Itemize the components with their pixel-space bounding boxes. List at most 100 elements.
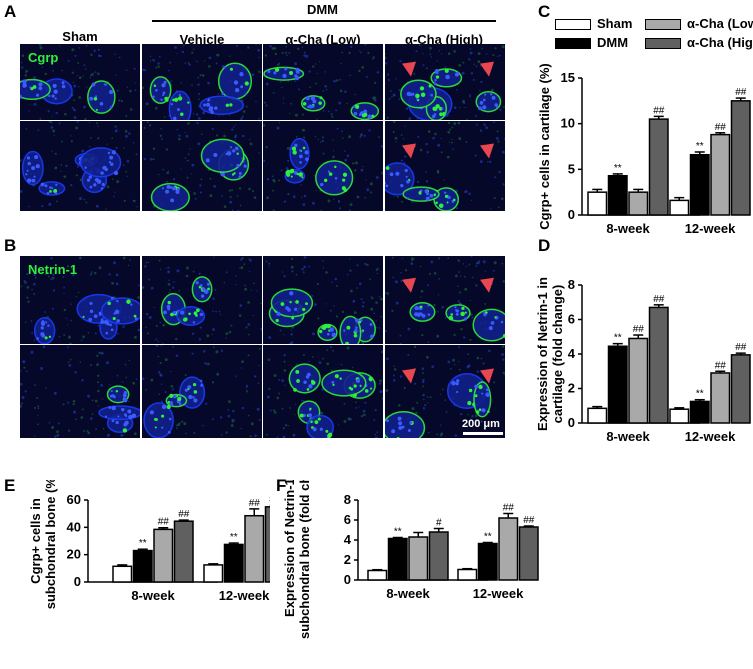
bar bbox=[669, 408, 690, 424]
y-axis-title-line: subchondral bone (fold change) bbox=[297, 480, 312, 639]
bar bbox=[477, 542, 498, 581]
header-sham: Sham bbox=[62, 29, 98, 44]
micrograph-image bbox=[385, 44, 505, 120]
significance-label: ## bbox=[178, 509, 190, 520]
y-tick-label: 2 bbox=[344, 552, 351, 567]
y-tick-label: 0 bbox=[74, 574, 81, 589]
bar bbox=[132, 549, 153, 583]
micrograph-image bbox=[263, 44, 383, 120]
y-tick-label: 0 bbox=[344, 572, 351, 587]
scale-bar-label: 200 μm bbox=[462, 418, 500, 430]
bar bbox=[457, 568, 478, 581]
significance-label: ## bbox=[503, 503, 515, 514]
y-tick-label: 8 bbox=[568, 277, 575, 292]
significance-label: ** bbox=[614, 163, 622, 174]
bar bbox=[498, 517, 519, 581]
chart-e: 0 20 40 60 Cgrp+ cells in subchondral bone (%… bbox=[28, 480, 270, 609]
significance-label: ## bbox=[523, 515, 535, 526]
panel-letter-f: F bbox=[276, 476, 287, 495]
red-arrow-icon bbox=[402, 61, 416, 77]
bar bbox=[264, 506, 270, 583]
bar bbox=[244, 514, 265, 583]
red-arrow-icon bbox=[480, 61, 494, 77]
significance-label: ## bbox=[249, 498, 261, 509]
y-tick-label: 60 bbox=[67, 492, 81, 507]
significance-label: ## bbox=[633, 324, 645, 335]
micrograph-image bbox=[142, 44, 262, 120]
header-low: α-Cha (Low) bbox=[285, 32, 361, 47]
y-tick-label: 10 bbox=[561, 116, 575, 131]
significance-label: ## bbox=[715, 360, 727, 371]
y-axis-title-line: subchondral bone (%) bbox=[43, 480, 58, 609]
significance-label: ** bbox=[696, 389, 704, 400]
panel-letter-d: D bbox=[538, 236, 551, 255]
micrograph-image bbox=[142, 345, 262, 438]
header-dmm-line bbox=[152, 20, 496, 22]
legend: Sham DMM α-Cha (Low) α-Cha (High) bbox=[555, 16, 753, 58]
row-label-b-8week: 8-week bbox=[5, 285, 21, 330]
chart-f: 0 2 4 6 8 Expression of Netrin-1 in subchondra… bbox=[282, 480, 539, 639]
micrograph-image bbox=[20, 256, 140, 344]
bar bbox=[730, 100, 751, 216]
significance-label: ** bbox=[394, 527, 402, 538]
panel-letter-a: A bbox=[4, 2, 17, 21]
legend-swatch-low bbox=[645, 19, 681, 30]
micrograph-image bbox=[385, 121, 505, 211]
x-category-label: 12-week bbox=[685, 221, 736, 236]
y-tick-label: 6 bbox=[568, 312, 575, 327]
bar bbox=[112, 565, 133, 583]
chart-c: 0 5 10 15 Cgrp+ cells in cartilage (%) ** ## 8-… bbox=[537, 63, 751, 236]
panel-letter-c: C bbox=[538, 2, 551, 21]
legend-label-high: α-Cha (High) bbox=[687, 35, 753, 50]
bar bbox=[153, 528, 174, 583]
micrograph-image bbox=[263, 256, 383, 344]
significance-label: ## bbox=[158, 517, 170, 528]
y-tick-label: 0 bbox=[568, 207, 575, 222]
micrograph-image bbox=[20, 121, 140, 211]
bar bbox=[669, 199, 690, 216]
bar bbox=[710, 133, 731, 216]
significance-label: ** bbox=[484, 532, 492, 543]
significance-label: ## bbox=[653, 294, 665, 305]
significance-label: ## bbox=[653, 105, 665, 116]
scale-bar bbox=[463, 432, 503, 435]
red-arrow-icon bbox=[480, 143, 494, 159]
red-arrow-icon bbox=[480, 368, 494, 384]
y-axis-title-line: Expression of Netrin-1 in bbox=[282, 480, 297, 617]
y-axis-title-line: Cgrp+ cells in bbox=[28, 498, 43, 584]
y-axis-title: Expression of Netrin-1 in subchondral bon… bbox=[282, 480, 312, 639]
significance-label: # bbox=[436, 518, 442, 529]
panel-letter-b: B bbox=[4, 236, 17, 255]
y-tick-label: 20 bbox=[67, 547, 81, 562]
micrograph-image bbox=[142, 121, 262, 211]
bar bbox=[587, 407, 608, 424]
row-label-a-8week: 8-week bbox=[5, 77, 21, 122]
x-category-label: 8-week bbox=[606, 221, 650, 236]
stain-label-netrin: Netrin-1 bbox=[28, 262, 78, 277]
micrograph-image bbox=[142, 256, 262, 344]
significance-label: ** bbox=[696, 141, 704, 152]
row-label-a-12week: 12-week bbox=[5, 154, 21, 205]
stain-label-cgrp: Cgrp bbox=[28, 50, 59, 65]
x-category-label: 12-week bbox=[685, 429, 736, 444]
y-tick-label: 6 bbox=[344, 512, 351, 527]
micrograph-image bbox=[263, 345, 383, 438]
header-dmm: DMM bbox=[306, 2, 339, 17]
legend-label-low: α-Cha (Low) bbox=[687, 16, 753, 31]
bar bbox=[587, 191, 608, 216]
bar bbox=[730, 354, 751, 424]
bar bbox=[710, 372, 731, 424]
legend-swatch-high bbox=[645, 38, 681, 49]
significance-label: ## bbox=[269, 494, 270, 505]
row-label-b-12week: 12-week bbox=[5, 363, 21, 414]
micrograph-image bbox=[20, 345, 140, 438]
bar bbox=[628, 337, 649, 424]
bar bbox=[648, 118, 669, 216]
significance-label: ** bbox=[614, 333, 622, 344]
bar bbox=[628, 191, 649, 216]
bar bbox=[223, 543, 244, 583]
bar bbox=[648, 306, 669, 424]
header-high: α-Cha (High) bbox=[404, 32, 484, 47]
micrograph-image bbox=[263, 121, 383, 211]
